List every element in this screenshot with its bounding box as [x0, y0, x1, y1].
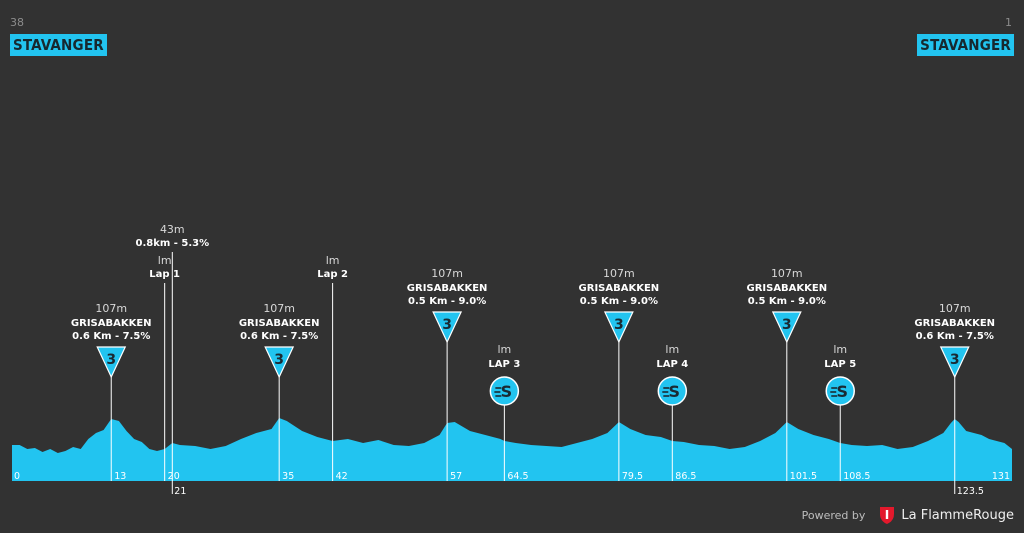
lap-sprint-icon: S	[489, 376, 520, 406]
powered-by-text: Powered by	[801, 508, 866, 522]
climb-name-label: GRISABAKKEN	[407, 283, 488, 294]
km-tick-label: 42	[336, 471, 348, 482]
lap-name-label: Lap 1	[149, 269, 180, 280]
climb-category-label: 3	[950, 352, 960, 368]
point-altitude-label: 43m	[160, 223, 185, 236]
km-tick-label: 108.5	[843, 471, 870, 482]
category-3-climb-icon: 3	[264, 346, 295, 379]
climb-detail-label: 0.5 Km - 9.0%	[408, 296, 486, 307]
category-3-climb-icon: 3	[432, 311, 463, 344]
start-km-label: 38	[10, 16, 24, 29]
climb-name-label: GRISABAKKEN	[579, 283, 660, 294]
climb-name-label: GRISABAKKEN	[71, 318, 152, 329]
km-tick-label: 35	[282, 471, 294, 482]
km-tick-label: 57	[450, 471, 462, 482]
km-tick-label: 86.5	[675, 471, 696, 482]
climb-triangle	[603, 311, 634, 344]
climb-altitude-label: 107m	[431, 267, 463, 280]
km-tick-label: 123.5	[957, 486, 984, 497]
lap-sprint-icon: S	[657, 376, 688, 406]
category-3-climb-icon: 3	[771, 311, 802, 344]
climb-detail-label: 0.6 Km - 7.5%	[72, 331, 150, 342]
climb-triangle	[939, 346, 970, 379]
climb-altitude-label: 107m	[771, 267, 803, 280]
lap-altitude-label: lm	[158, 254, 172, 267]
km-tick-label: 20	[168, 471, 180, 482]
elevation-profile	[12, 418, 1012, 481]
climb-triangle	[771, 311, 802, 344]
lap-name-label: LAP 3	[488, 359, 520, 370]
category-3-climb-icon: 3	[96, 346, 127, 379]
climb-detail-label: 0.5 Km - 9.0%	[748, 296, 826, 307]
climb-name-label: GRISABAKKEN	[239, 318, 320, 329]
marker-lines	[110, 252, 956, 481]
lap-sprint-circle	[825, 376, 855, 406]
climb-category-label: 3	[274, 352, 284, 368]
end-city-label: STAVANGER	[917, 34, 1014, 56]
climb-altitude-label: 107m	[95, 302, 127, 315]
climb-name-label: GRISABAKKEN	[746, 283, 827, 294]
climb-altitude-label: 107m	[939, 302, 971, 315]
climb-detail-label: 0.5 Km - 9.0%	[580, 296, 658, 307]
climb-detail-label: 0.6 Km - 7.5%	[240, 331, 318, 342]
end-km-label: 1	[1005, 16, 1012, 29]
climb-altitude-label: 107m	[603, 267, 635, 280]
climb-and-lap-annotations: 3 0.6 Km - 7.5% GRISABAKKEN 107m Lap 1 lm 0.8k…	[71, 223, 995, 406]
climb-category-label: 3	[782, 317, 792, 333]
climb-triangle	[264, 346, 295, 379]
footer: Powered by La FlammeRouge	[802, 505, 1014, 525]
km-tick-label: 79.5	[622, 471, 643, 482]
climb-triangle	[432, 311, 463, 344]
climb-detail-label: 0.6 Km - 7.5%	[916, 331, 994, 342]
climb-altitude-label: 107m	[263, 302, 295, 315]
lap-sprint-circle	[489, 376, 520, 406]
lap-altitude-label: lm	[326, 254, 340, 267]
km-ticks: 0 13 20 21 35 42 57 64.5 79.5 86.5 101.5 108.5 123.5…	[14, 471, 1010, 497]
lap-sprint-icon: S	[825, 376, 855, 406]
lap-altitude-label: lm	[497, 343, 511, 356]
climb-triangle	[96, 346, 127, 379]
km-tick-label: 0	[14, 471, 20, 482]
brand-name: La FlammeRouge	[901, 507, 1014, 523]
lap-name-label: LAP 4	[656, 359, 688, 370]
lap-sprint-glyph: S	[501, 382, 513, 401]
lap-altitude-label: lm	[833, 343, 847, 356]
start-city-label: STAVANGER	[10, 34, 107, 56]
lap-sprint-glyph: S	[836, 382, 848, 401]
lap-altitude-label: lm	[665, 343, 679, 356]
lap-sprint-glyph: S	[669, 382, 681, 401]
lap-name-label: LAP 5	[824, 359, 856, 370]
lap-sprint-circle	[657, 376, 688, 406]
flamme-rouge-logo-icon	[880, 507, 895, 524]
km-tick-label: 101.5	[790, 471, 817, 482]
km-tick-label: 13	[114, 471, 126, 482]
climb-category-label: 3	[614, 317, 624, 333]
climb-category-label: 3	[106, 352, 116, 368]
profile-area	[12, 418, 1012, 481]
climb-category-label: 3	[442, 317, 452, 333]
km-tick-label: 64.5	[507, 471, 528, 482]
category-3-climb-icon: 3	[939, 346, 970, 379]
category-3-climb-icon: 3	[603, 311, 634, 344]
climb-name-label: GRISABAKKEN	[914, 318, 995, 329]
point-detail-label: 0.8km - 5.3%	[135, 238, 209, 249]
lap-name-label: Lap 2	[317, 269, 348, 280]
km-tick-label: 21	[174, 486, 186, 497]
km-tick-label: 131	[992, 471, 1010, 482]
